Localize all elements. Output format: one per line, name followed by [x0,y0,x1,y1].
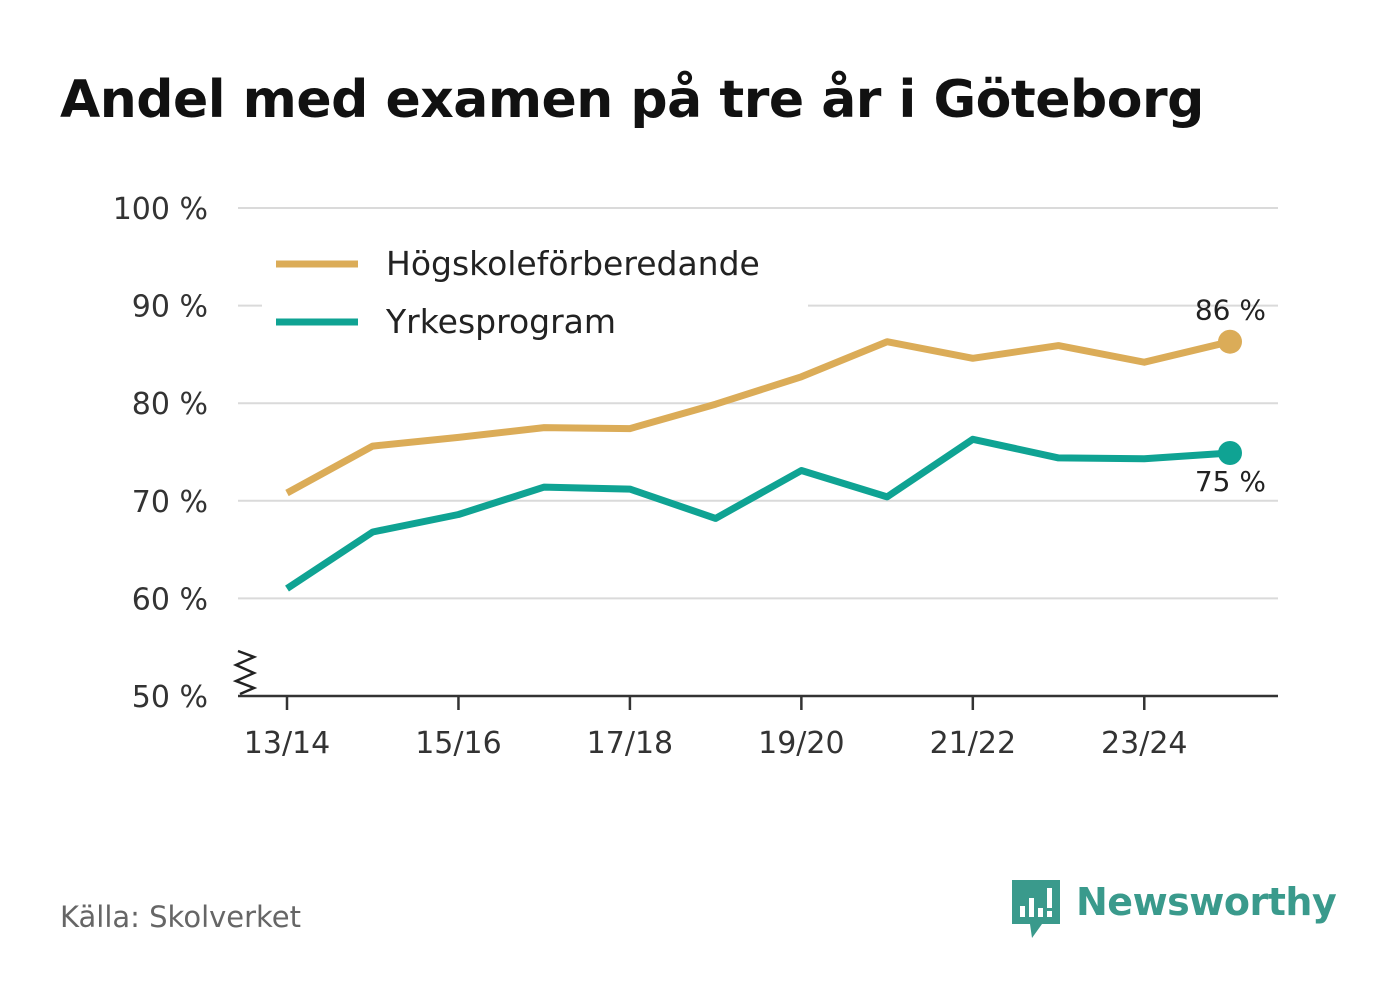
y-tick-label: 90 % [132,290,208,325]
end-labels: 86 % 75 % [1195,294,1266,498]
end-value-label: 86 % [1195,294,1266,327]
brand-name: Newsworthy [1076,880,1337,924]
series-line-yrkesprogram [285,435,1231,592]
x-tick-label: 19/20 [758,726,844,761]
y-tick-label: 60 % [132,582,208,617]
end-value-label: 75 % [1195,465,1266,498]
series-lines [285,329,1242,592]
x-tick-label: 15/16 [415,726,501,761]
newsworthy-logo-icon [1012,880,1060,938]
y-axis-tick-labels: 100 % 90 % 80 % 70 % 60 % 50 % [113,192,208,715]
chart-title: Andel med examen på tre år i Göteborg [60,70,1204,130]
axes [232,649,1278,710]
y-tick-label: 100 % [113,192,208,227]
legend: Högskoleförberedande Yrkesprogram [262,238,808,348]
series-end-point [1218,329,1242,354]
x-tick-label: 21/22 [930,726,1016,761]
brand-logo[interactable]: Newsworthy [1010,878,1337,942]
legend-background [262,238,808,348]
legend-label: Yrkesprogram [385,302,616,341]
legend-label: Högskoleförberedande [386,244,760,283]
source-note: Källa: Skolverket [60,900,302,934]
y-tick-label: 80 % [132,387,208,422]
series-line-hogskoleforberedande [285,338,1231,497]
x-axis-tick-labels: 13/14 15/16 17/18 19/20 21/22 23/24 [244,726,1188,761]
x-tick-label: 23/24 [1101,726,1187,761]
x-tick-label: 13/14 [244,726,330,761]
x-tick-label: 17/18 [587,726,673,761]
series-end-point [1218,440,1242,465]
axis-break-icon [232,649,258,696]
y-tick-label: 70 % [132,485,208,520]
y-tick-label: 50 % [132,680,208,715]
